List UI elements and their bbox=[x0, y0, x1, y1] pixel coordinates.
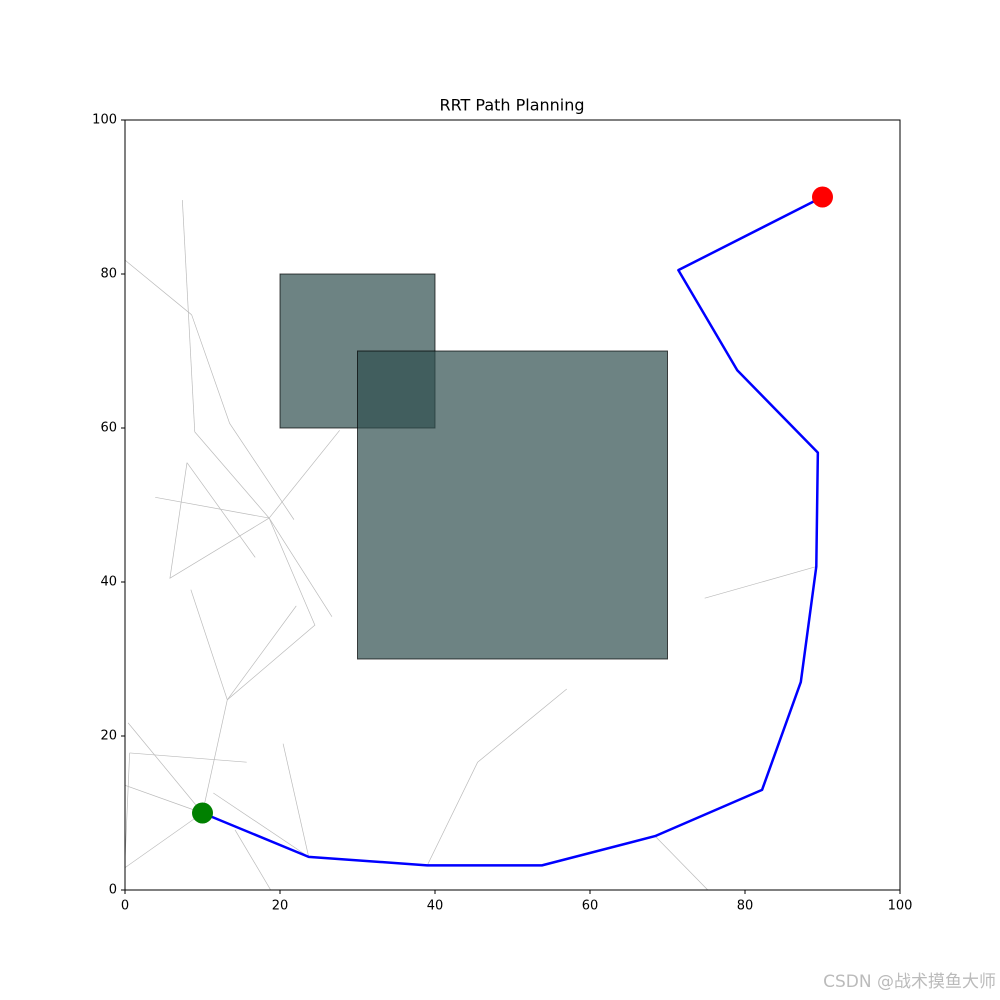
x-tick-label: 100 bbox=[888, 899, 913, 914]
tree-edge bbox=[282, 743, 310, 857]
start-point bbox=[192, 802, 213, 824]
tree-edge bbox=[426, 688, 567, 866]
y-tick-label: 100 bbox=[92, 113, 117, 128]
y-tick-label: 20 bbox=[100, 729, 117, 744]
tree-edge bbox=[124, 752, 130, 860]
tree-edge bbox=[129, 752, 247, 763]
tree-edge bbox=[124, 259, 192, 316]
tree-edge bbox=[191, 314, 295, 520]
goal-point bbox=[812, 186, 833, 208]
x-tick-label: 20 bbox=[272, 899, 289, 914]
tree-edge bbox=[124, 784, 203, 814]
tree-edge bbox=[213, 792, 309, 858]
tree-edge bbox=[654, 835, 709, 891]
watermark: CSDN @战术摸鱼大师 bbox=[823, 972, 996, 992]
tree-edge bbox=[234, 829, 272, 891]
y-tick-label: 0 bbox=[109, 883, 117, 898]
path-line bbox=[202, 195, 824, 867]
chart-title: RRT Path Planning bbox=[439, 96, 584, 115]
tree-edge bbox=[227, 517, 316, 701]
x-tick-label: 0 bbox=[121, 899, 129, 914]
tree-edge bbox=[704, 566, 817, 599]
tree-edge bbox=[190, 589, 228, 700]
y-tick-label: 60 bbox=[100, 421, 117, 436]
x-tick-label: 60 bbox=[582, 899, 599, 914]
tree-edge bbox=[155, 496, 270, 519]
tree-edge bbox=[169, 462, 270, 579]
tree-edge bbox=[124, 812, 203, 868]
tree-edge bbox=[227, 605, 297, 701]
tree-edge bbox=[182, 200, 196, 432]
obstacle bbox=[357, 350, 668, 660]
y-tick-label: 40 bbox=[100, 575, 117, 590]
tree-edge bbox=[194, 431, 270, 519]
tree-edge bbox=[127, 722, 203, 814]
tree-edge bbox=[268, 430, 340, 519]
tree-edge bbox=[268, 517, 333, 617]
axes-frame bbox=[124, 119, 901, 891]
tree-edge bbox=[186, 462, 256, 558]
y-tick-label: 80 bbox=[100, 267, 117, 282]
x-tick-label: 40 bbox=[427, 899, 444, 914]
tree-edge bbox=[202, 699, 228, 814]
x-tick-label: 80 bbox=[737, 899, 754, 914]
